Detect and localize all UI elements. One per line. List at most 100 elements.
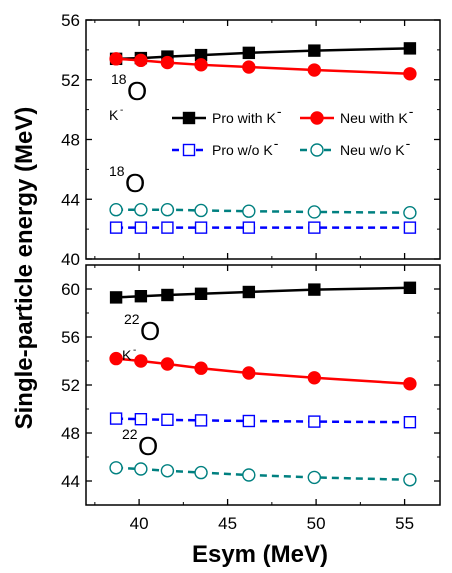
series-line	[116, 208, 410, 214]
data-point	[307, 205, 322, 219]
data-point	[308, 44, 321, 57]
x-tick-label: 40	[130, 514, 149, 533]
data-point	[109, 52, 123, 66]
annotation-22O: 22 O	[122, 426, 158, 461]
annotation-18O: 18 O	[109, 163, 145, 198]
annotation-mass: 22	[124, 311, 140, 327]
x-axis-label: Esym (MeV)	[192, 541, 328, 568]
data-point	[109, 351, 123, 366]
data-point	[134, 462, 148, 476]
data-point	[134, 203, 148, 217]
series-neu-with-k	[109, 351, 417, 391]
data-point	[242, 366, 256, 380]
y-tick-label: 40	[61, 250, 80, 269]
data-point	[242, 46, 256, 60]
legend-marker	[310, 111, 324, 125]
data-point	[194, 58, 208, 72]
data-point	[308, 283, 321, 296]
legend-marker	[182, 143, 196, 157]
series-line	[116, 417, 410, 424]
data-point	[109, 203, 123, 217]
data-point	[307, 63, 322, 77]
data-point	[194, 414, 208, 427]
data-point	[109, 461, 123, 475]
series-line	[116, 57, 410, 76]
x-tick-label: 45	[218, 514, 237, 533]
y-tick-label: 48	[61, 424, 80, 443]
annotation-k: K	[109, 107, 119, 123]
legend-marker	[182, 111, 196, 125]
data-point	[308, 221, 321, 234]
data-point	[242, 60, 256, 74]
data-point	[242, 468, 256, 482]
series-line	[116, 466, 410, 482]
data-point	[242, 414, 256, 428]
legend-label-sup: -	[277, 103, 282, 119]
y-tick-label: 60	[61, 280, 80, 299]
data-point	[109, 412, 123, 425]
data-point	[160, 464, 175, 478]
series-line	[116, 47, 410, 61]
data-point	[160, 203, 175, 217]
data-point	[242, 285, 256, 299]
annotation-element: O	[138, 431, 158, 461]
data-point	[242, 204, 256, 218]
data-point	[134, 413, 148, 426]
data-point	[403, 205, 417, 220]
data-point	[194, 287, 208, 300]
annotation-k: K	[122, 347, 132, 363]
data-point	[307, 470, 322, 485]
legend: Pro with K - Neu with K -Pro w/o K - Neu w/o …	[172, 103, 414, 158]
data-point	[134, 290, 148, 303]
data-point	[134, 53, 148, 68]
legend-label-sup: -	[406, 135, 411, 151]
series-line	[115, 357, 410, 386]
series-line	[116, 286, 410, 299]
legend-item: Neu with K-	[300, 103, 414, 126]
y-tick-label: 52	[61, 71, 80, 90]
legend-item: Neu w/o K-	[300, 135, 411, 158]
y-tick-label: 44	[61, 472, 80, 491]
series-pro-w-o-k	[109, 221, 417, 234]
data-point	[160, 357, 175, 371]
annotation-element: O	[140, 316, 160, 346]
data-point	[161, 413, 174, 426]
y-axis-label: Single-particle energy (MeV)	[11, 107, 38, 430]
annotation-18O-with-k: 18 OK -	[109, 71, 147, 123]
annotation-k-sup: -	[120, 105, 123, 116]
data-point	[161, 288, 174, 302]
legend-item: Pro w/o K-	[172, 135, 279, 158]
series-neu-w-o-k	[109, 461, 417, 487]
legend-label-sup: -	[274, 135, 279, 151]
data-point	[194, 465, 208, 480]
series-neu-with-k	[109, 52, 417, 81]
legend-item: Pro with K-	[172, 103, 282, 126]
legend-label: Neu w/o K	[340, 142, 405, 158]
annotation-mass: 18	[109, 163, 125, 179]
legend-label: Pro w/o K	[212, 142, 273, 158]
data-point	[307, 371, 322, 385]
annotation-k-sup: -	[133, 345, 136, 356]
data-point	[134, 354, 148, 368]
annotation-mass: 18	[111, 71, 127, 87]
legend-label-sup: -	[409, 103, 414, 119]
legend-label: Pro with K	[212, 110, 276, 126]
data-point	[194, 361, 208, 375]
data-point	[403, 42, 417, 55]
data-point	[308, 415, 321, 428]
x-tick-label: 50	[307, 514, 326, 533]
data-point	[403, 221, 417, 234]
data-point	[134, 221, 148, 234]
data-point	[242, 221, 256, 234]
annotation-element: O	[125, 168, 145, 198]
annotation-22O-with-k: 22 OK -	[122, 311, 160, 363]
series-pro-w-o-k	[109, 412, 417, 429]
legend-label: Neu with K	[340, 110, 408, 126]
series-pro-with-k	[109, 281, 417, 304]
data-point	[160, 55, 175, 70]
data-point	[403, 473, 417, 487]
data-point	[403, 416, 417, 429]
